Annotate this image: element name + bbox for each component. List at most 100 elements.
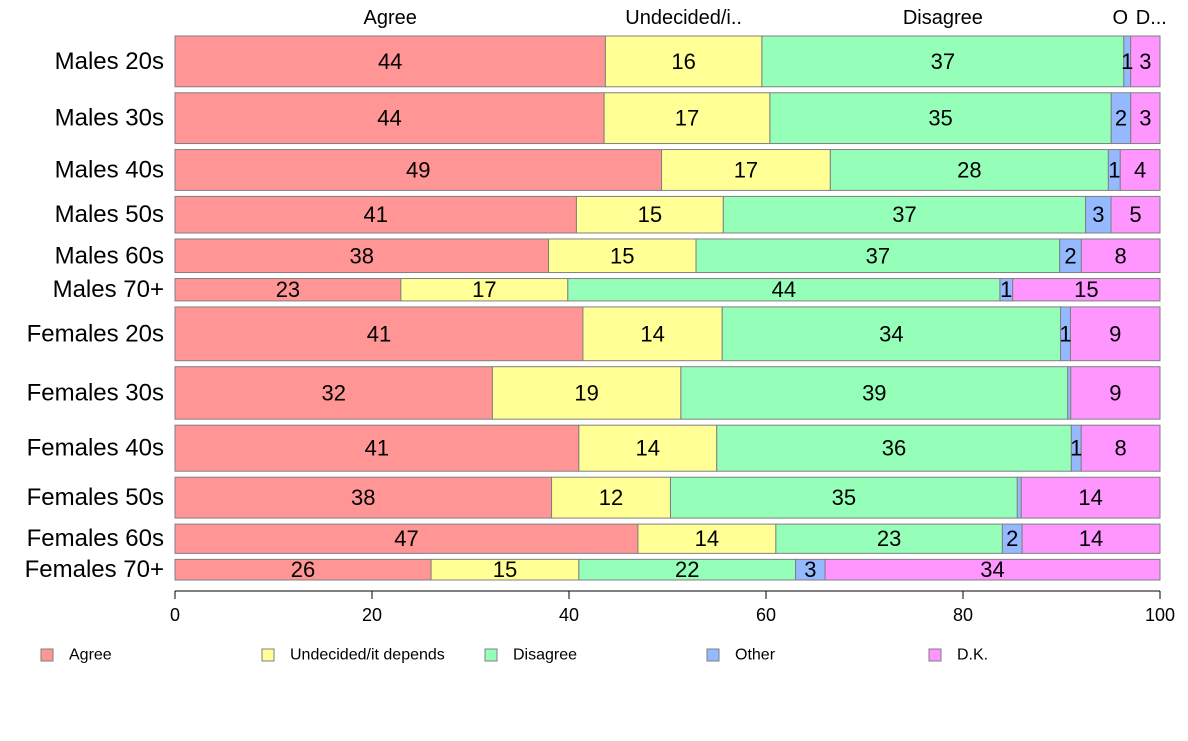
value-label-females-40s-d-k: 8: [1114, 436, 1126, 461]
value-label-males-50s-agree: 41: [363, 202, 387, 227]
category-labels: Males 20s Males 30s Males 40s Males 50s Male…: [25, 48, 164, 583]
bar-males-40s-disagree: [829, 149, 1109, 191]
value-label-females-70-disagree: 22: [675, 557, 699, 582]
value-label-males-30s-undecided-it-depends: 17: [675, 106, 699, 131]
bar-males-30s-undecided-it-depends: [603, 92, 771, 145]
x-tick-label-60: 60: [756, 605, 776, 625]
legend: Agree Undecided/it depends Disagree Other D.…: [40, 647, 988, 664]
value-label-females-50s-disagree: 35: [832, 485, 856, 510]
bar-females-50s-d-k: [1020, 476, 1161, 519]
value-label-males-40s-other: 1: [1108, 157, 1120, 182]
bar-males-30s-d-k: [1130, 92, 1161, 145]
category-label-males-70: Males 70+: [53, 276, 164, 303]
category-label-females-20s: Females 20s: [27, 320, 164, 347]
bar-females-70-d-k: [824, 558, 1161, 581]
bar-males-60s-disagree: [695, 238, 1061, 274]
value-label-males-20s-disagree: 37: [931, 49, 955, 74]
value-label-females-40s-other: 1: [1070, 436, 1082, 461]
value-label-females-20s-disagree: 34: [879, 321, 903, 346]
legend-label-d-k: D.K.: [957, 647, 988, 664]
value-label-males-70-d-k: 15: [1074, 277, 1098, 302]
value-label-males-60s-other: 2: [1064, 243, 1076, 268]
bar-males-50s-disagree: [722, 195, 1087, 234]
x-tick-label-100: 100: [1145, 605, 1175, 625]
bar-males-40s-d-k: [1119, 149, 1161, 191]
value-label-males-60s-undecided-it-depends: 15: [610, 243, 634, 268]
bar-females-20s-disagree: [721, 306, 1062, 362]
bar-females-20s-agree: [174, 306, 584, 362]
legend-swatch-disagree: [484, 648, 498, 662]
bar-males-20s-disagree: [761, 35, 1125, 88]
value-label-females-60s-disagree: 23: [877, 526, 901, 551]
value-label-females-50s-d-k: 14: [1078, 485, 1102, 510]
legend-swatch-undecided-it-depends: [261, 648, 275, 662]
value-label-males-70-disagree: 44: [772, 277, 796, 302]
value-label-females-60s-other: 2: [1006, 526, 1018, 551]
value-label-males-30s-disagree: 35: [928, 106, 952, 131]
column-header-1: Agree: [364, 7, 417, 29]
bar-females-60s-d-k: [1021, 523, 1161, 554]
x-tick-label-20: 20: [362, 605, 382, 625]
value-label-females-60s-d-k: 14: [1079, 526, 1103, 551]
bar-males-20s-d-k: [1130, 35, 1161, 88]
value-label-females-20s-agree: 41: [367, 321, 391, 346]
bar-females-50s-other: [1016, 476, 1022, 519]
value-label-females-70-agree: 26: [291, 557, 315, 582]
legend-label-disagree: Disagree: [513, 647, 577, 664]
bar-males-30s-disagree: [769, 92, 1112, 145]
category-label-males-40s: Males 40s: [55, 156, 164, 183]
value-label-males-50s-d-k: 5: [1129, 202, 1141, 227]
x-axis: 0 20 40 60 80 100: [170, 590, 1175, 625]
value-label-females-20s-d-k: 9: [1109, 321, 1121, 346]
value-label-males-20s-agree: 44: [378, 49, 402, 74]
value-label-males-40s-disagree: 28: [957, 157, 981, 182]
bar-males-60s-undecided-it-depends: [548, 238, 697, 274]
segment-labels: 44 16 37 1 344 17 35 2 349 17 28 1 441 15 37 3 538 15 37 2 8…: [276, 49, 1152, 582]
value-label-females-70-d-k: 34: [980, 557, 1004, 582]
bar-females-40s-d-k: [1080, 424, 1161, 472]
bar-females-50s-disagree: [669, 476, 1018, 519]
category-label-males-60s: Males 60s: [55, 242, 164, 269]
value-label-males-20s-other: 1: [1121, 49, 1133, 74]
x-tick-label-40: 40: [559, 605, 579, 625]
value-label-males-70-undecided-it-depends: 17: [472, 277, 496, 302]
value-label-males-20s-undecided-it-depends: 16: [671, 49, 695, 74]
legend-label-undecided-it-depends: Undecided/it depends: [290, 647, 445, 664]
value-label-males-20s-d-k: 3: [1139, 49, 1151, 74]
value-label-males-50s-disagree: 37: [892, 202, 916, 227]
bar-males-70-d-k: [1012, 278, 1161, 302]
value-label-females-30s-agree: 32: [321, 380, 345, 405]
value-label-males-60s-disagree: 37: [866, 243, 890, 268]
value-label-females-50s-agree: 38: [351, 485, 375, 510]
category-label-females-30s: Females 30s: [27, 379, 164, 406]
legend-swatch-agree: [40, 648, 54, 662]
legend-label-other: Other: [735, 647, 776, 664]
bar-males-40s-agree: [174, 149, 663, 191]
value-label-males-40s-agree: 49: [406, 157, 430, 182]
value-label-males-60s-d-k: 8: [1115, 243, 1127, 268]
column-headers: Agree Undecided/i.. Disagree O D...: [364, 7, 1167, 29]
bar-females-40s-disagree: [716, 424, 1072, 472]
bar-females-30s-d-k: [1070, 366, 1161, 420]
value-label-females-70-undecided-it-depends: 15: [493, 557, 517, 582]
column-header-2: Undecided/i..: [625, 7, 742, 29]
category-label-females-40s: Females 40s: [27, 435, 164, 462]
legend-label-agree: Agree: [69, 647, 112, 664]
bar-females-20s-d-k: [1069, 306, 1161, 362]
bar-males-50s-d-k: [1110, 195, 1161, 234]
value-label-males-30s-d-k: 3: [1139, 106, 1151, 131]
bar-males-30s-agree: [174, 92, 605, 145]
bars: [174, 35, 1161, 581]
bar-females-40s-agree: [174, 424, 580, 472]
column-header-5: D...: [1136, 7, 1167, 29]
value-label-females-60s-agree: 47: [394, 526, 418, 551]
column-header-4: O: [1112, 7, 1128, 29]
value-label-females-30s-disagree: 39: [862, 380, 886, 405]
value-label-males-50s-undecided-it-depends: 15: [638, 202, 662, 227]
value-label-males-70-other: 1: [1000, 277, 1012, 302]
value-label-females-40s-agree: 41: [365, 436, 389, 461]
legend-swatch-d-k: [928, 648, 942, 662]
bar-males-50s-undecided-it-depends: [575, 195, 724, 234]
value-label-males-30s-agree: 44: [377, 106, 401, 131]
value-label-males-40s-undecided-it-depends: 17: [734, 157, 758, 182]
